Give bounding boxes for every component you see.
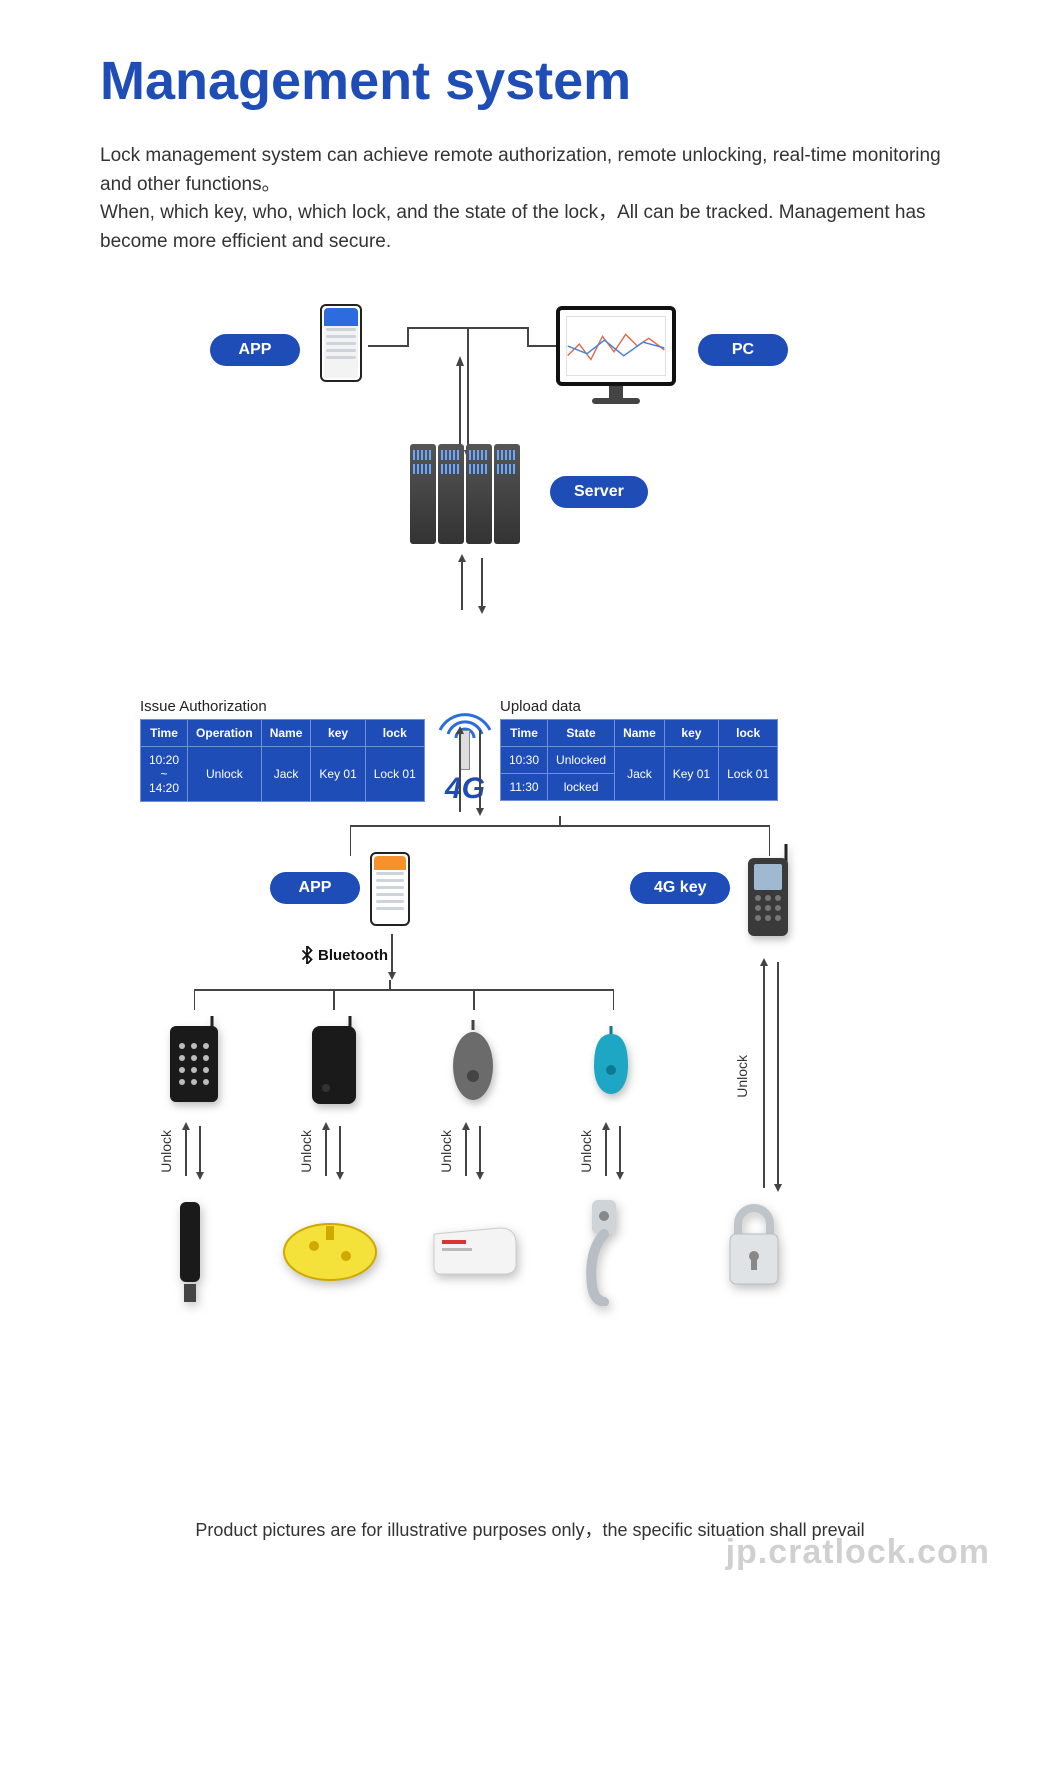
table-header: Time <box>501 720 548 747</box>
description-text: Lock management system can achieve remot… <box>100 142 960 256</box>
watermark-text: jp.cratlock.com <box>726 1533 990 1572</box>
arrows-server-wireless <box>454 554 490 614</box>
bluetooth-label: Bluetooth <box>300 946 388 964</box>
bluetooth-text: Bluetooth <box>318 947 388 964</box>
issue-auth-table: TimeOperationNamekeylock10:20~14:20Unloc… <box>140 719 425 802</box>
upload-data-table: TimeStateNamekeylock10:30UnlockedJackKey… <box>500 719 778 801</box>
server-pill: Server <box>550 476 648 508</box>
pc-pill: PC <box>698 334 788 366</box>
app-pill-top: APP <box>210 334 300 366</box>
arrow-bt-down <box>384 932 400 980</box>
unlock-3: Unlock <box>438 1120 488 1182</box>
pc-monitor-icon <box>556 306 676 386</box>
padlock-steel-icon <box>722 1204 786 1295</box>
table-header: State <box>548 720 615 747</box>
reader-black-icon <box>306 1016 362 1113</box>
connector-keys <box>194 980 614 1020</box>
table-header: Time <box>141 720 188 747</box>
upload-data-title: Upload data <box>500 698 778 715</box>
table-header: key <box>311 720 365 747</box>
issue-auth-title: Issue Authorization <box>140 698 425 715</box>
unlock-1: Unlock <box>158 1120 208 1182</box>
unlock-2: Unlock <box>298 1120 348 1182</box>
keypad-reader-icon <box>164 1016 224 1111</box>
system-diagram: APP PC Server <box>150 296 910 1396</box>
connector-mid <box>350 816 770 876</box>
phone-mid-icon <box>370 852 410 926</box>
4g-key-pill: 4G key <box>630 872 730 904</box>
handle-lock-steel-icon <box>574 1196 630 1311</box>
issue-auth-block: Issue Authorization TimeOperationNamekey… <box>140 698 425 802</box>
table-header: lock <box>719 720 778 747</box>
unlock-4: Unlock <box>578 1120 628 1182</box>
table-row: 10:20~14:20UnlockJackKey 01Lock 01 <box>141 747 425 802</box>
4g-handheld-icon <box>742 844 794 945</box>
phone-icon <box>320 304 362 382</box>
table-header: lock <box>365 720 424 747</box>
split-connector-top <box>368 316 568 456</box>
table-header: Name <box>615 720 665 747</box>
page-title: Management system <box>100 50 960 112</box>
key-fob-blue-icon <box>590 1026 632 1103</box>
app-pill-mid: APP <box>270 872 360 904</box>
table-header: Operation <box>188 720 262 747</box>
box-lock-white-icon <box>430 1224 520 1283</box>
table-header: Name <box>261 720 311 747</box>
upload-data-block: Upload data TimeStateNamekeylock10:30Unl… <box>500 698 778 801</box>
table-row: 10:30UnlockedJackKey 01Lock 01 <box>501 747 778 774</box>
table-header: key <box>664 720 718 747</box>
arrows-tables <box>452 726 488 816</box>
key-fob-grey-icon <box>450 1020 496 1107</box>
server-icon <box>410 444 520 544</box>
handle-lock-black-icon <box>170 1196 210 1311</box>
disc-lock-yellow-icon <box>280 1216 380 1291</box>
unlock-4g: Unlock <box>734 956 786 1196</box>
